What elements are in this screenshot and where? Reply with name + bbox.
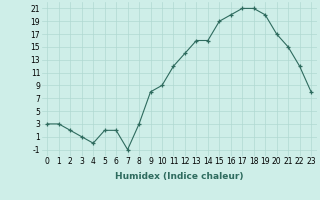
X-axis label: Humidex (Indice chaleur): Humidex (Indice chaleur)	[115, 172, 244, 181]
